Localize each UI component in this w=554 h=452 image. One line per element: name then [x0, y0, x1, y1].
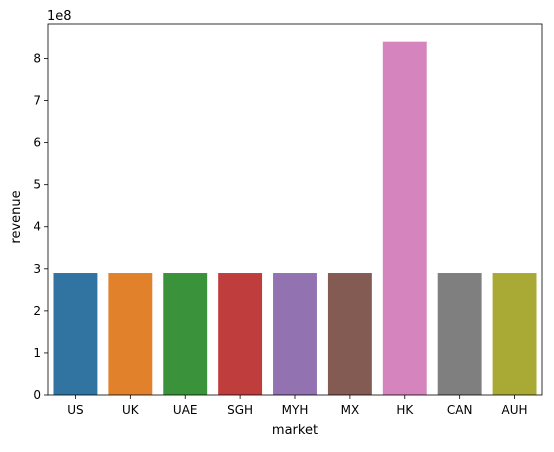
bars-layer [53, 41, 537, 396]
y-tick-label: 8 [33, 51, 41, 65]
y-scale-label: 1e8 [47, 9, 72, 24]
y-tick-label: 2 [33, 304, 41, 318]
y-tick-label: 6 [33, 136, 41, 150]
y-tick-label: 1 [33, 346, 41, 360]
bar-mx [327, 273, 372, 395]
y-tick-label: 7 [33, 94, 41, 108]
bar-hk [382, 41, 427, 396]
y-tick-label: 3 [33, 262, 41, 276]
x-tick-label: UAE [173, 403, 198, 417]
bar-can [437, 273, 482, 395]
x-tick-label: MYH [282, 403, 309, 417]
bar-uk [108, 273, 153, 395]
x-tick-label: CAN [447, 403, 473, 417]
y-tick-label: 4 [33, 220, 41, 234]
plot-frame [47, 23, 543, 396]
bar-myh [273, 273, 317, 395]
y-tick-label: 0 [33, 388, 41, 402]
y-axis-title: revenue [9, 190, 24, 243]
x-axis-title: market [272, 423, 318, 438]
x-tick-label: UK [122, 403, 140, 417]
y-tick-label: 5 [33, 178, 41, 192]
x-tick-label: HK [396, 403, 414, 417]
x-tick-label: SGH [227, 403, 253, 417]
bar-auh [492, 273, 537, 395]
bar-us [53, 273, 98, 395]
x-tick-label: MX [341, 403, 360, 417]
axes-layer: US UK UAE SGH MYH MX HK CAN AUH 0 1 2 3 4 5 6 7 8 [33, 23, 543, 417]
x-tick-label: US [67, 403, 83, 417]
x-tick-label: AUH [502, 403, 528, 417]
bar-sgh [218, 273, 263, 395]
bar-uae [163, 273, 208, 395]
